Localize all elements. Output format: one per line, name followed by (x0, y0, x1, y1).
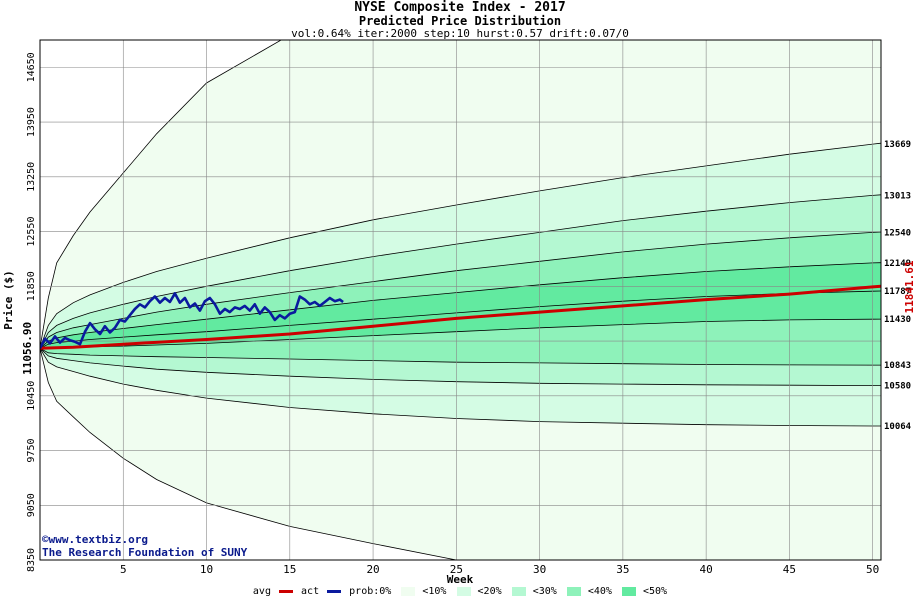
y-tick-label: 10450 (26, 381, 37, 411)
legend-avg-swatch (279, 590, 293, 593)
x-tick-label: 20 (366, 563, 379, 576)
legend-band-label: <30% (532, 586, 557, 597)
act-series-line (40, 292, 344, 349)
end-avg-label: 11841.61 (903, 260, 916, 313)
x-tick-label: 45 (783, 563, 796, 576)
legend-band-swatch (456, 587, 471, 596)
credit-organization: The Research Foundation of SUNY (42, 546, 248, 559)
y-tick-label: 14650 (26, 52, 37, 82)
y-tick-label: 12550 (26, 217, 37, 247)
plot-frame (39, 39, 882, 561)
end-value-labels: 13669 13013 12540 12149 11787 11430 10843 10580… (884, 140, 912, 432)
legend-band-label: <50% (643, 586, 668, 597)
y-tick-label: 8350 (26, 548, 37, 572)
legend-band-swatch (621, 587, 636, 596)
model-parameters: vol:0.64% iter:2000 step:10 hurst:0.57 d… (291, 27, 629, 40)
legend-band-swatch (511, 587, 526, 596)
probability-bands (40, 40, 881, 560)
x-tick-label: 5 (120, 563, 127, 576)
percentile-curve-0 (40, 40, 282, 349)
legend-band-label: <10% (422, 586, 447, 597)
x-tick-label: 35 (616, 563, 629, 576)
chart-legend: avg act prob:0% <10% <20% <30% <40% <50% (0, 586, 920, 598)
legend-act-label: act (301, 586, 320, 597)
legend-band-swatch (566, 587, 581, 596)
chart-grid (40, 40, 881, 561)
end-value-label: 13013 (884, 191, 911, 201)
x-tick-label: 50 (866, 563, 879, 576)
end-value-label: 13669 (884, 140, 911, 150)
end-value-label: 10580 (884, 382, 911, 392)
price-series (40, 284, 881, 350)
axis-tick-labels: 5 10 15 20 25 30 35 40 45 50 8350 9050 9750 10450 1185… (26, 52, 879, 576)
end-value-label: 11787 (884, 287, 911, 297)
y-tick-label: 13250 (26, 162, 37, 192)
credit-link[interactable]: ©www.textbiz.org (42, 533, 148, 546)
end-value-label: 10843 (884, 361, 911, 371)
legend-prob-label: prob:0% (349, 586, 392, 597)
y-tick-label: 9050 (26, 493, 37, 517)
y-tick-label: 13950 (26, 107, 37, 137)
legend-avg-label: avg (252, 586, 271, 597)
y-tick-label: 9750 (26, 438, 37, 462)
legend-act-swatch (327, 590, 342, 593)
start-value-label: 11056.90 (21, 322, 34, 375)
x-tick-label: 10 (200, 563, 213, 576)
end-value-label: 12149 (884, 259, 911, 269)
chart-title: NYSE Composite Index - 2017 (354, 0, 566, 15)
end-value-label: 12540 (884, 228, 911, 238)
legend-band-swatch (401, 587, 416, 596)
probability-band-core (40, 262, 881, 349)
chart-subtitle: Predicted Price Distribution (358, 14, 562, 28)
legend-band-label: <40% (587, 586, 612, 597)
x-tick-label: 30 (533, 563, 546, 576)
avg-series-line (40, 284, 881, 350)
end-value-label: 10064 (884, 422, 912, 432)
y-tick-label: 11850 (26, 271, 37, 301)
y-axis-label: Price ($) (2, 270, 15, 330)
end-value-label: 11430 (884, 315, 911, 325)
x-axis-label: Week (447, 573, 474, 586)
legend-band-label: <20% (477, 586, 502, 597)
x-tick-label: 40 (700, 563, 713, 576)
x-tick-label: 25 (450, 563, 463, 576)
x-tick-label: 15 (283, 563, 296, 576)
